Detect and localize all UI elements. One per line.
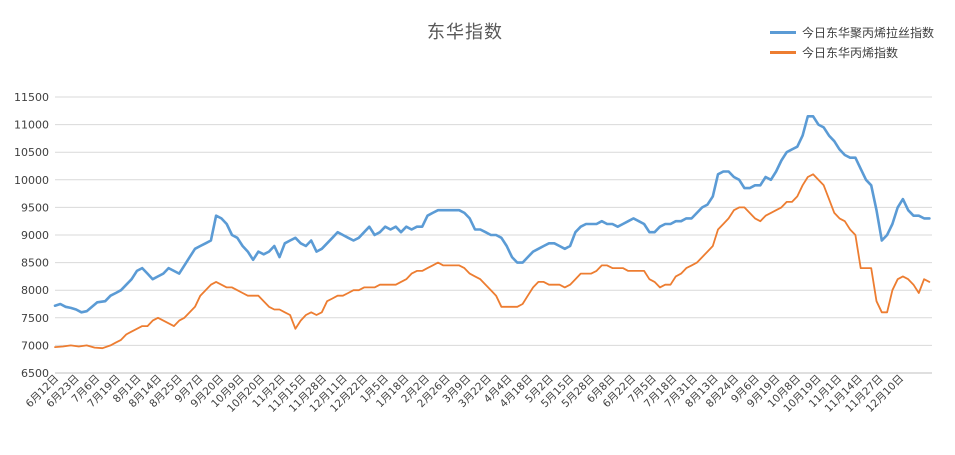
y-tick-label: 11500 [14,91,49,104]
legend-item-series-1: 今日东华聚丙烯拉丝指数 [770,22,934,42]
y-tick-label: 11000 [14,119,49,132]
legend-swatch-series-2 [770,50,796,54]
y-tick-label: 7000 [21,339,49,352]
y-tick-label: 8500 [21,257,49,270]
legend-item-series-2: 今日东华丙烯指数 [770,42,934,62]
legend-label-series-2: 今日东华丙烯指数 [802,45,899,60]
legend: 今日东华聚丙烯拉丝指数 今日东华丙烯指数 [770,22,934,62]
y-tick-label: 6500 [21,367,49,380]
series-line-2 [54,173,931,350]
chart-title: 东华指数 [427,22,503,43]
y-tick-label: 9000 [21,229,49,242]
y-tick-label: 10000 [14,174,49,187]
series-line-1 [53,115,931,314]
y-tick-label: 10500 [14,146,49,159]
legend-swatch-series-1 [770,30,796,34]
y-tick-label: 9500 [21,201,49,214]
y-tick-label: 8000 [21,284,49,297]
y-tick-label: 7500 [21,312,49,325]
legend-label-series-1: 今日东华聚丙烯拉丝指数 [802,25,935,40]
